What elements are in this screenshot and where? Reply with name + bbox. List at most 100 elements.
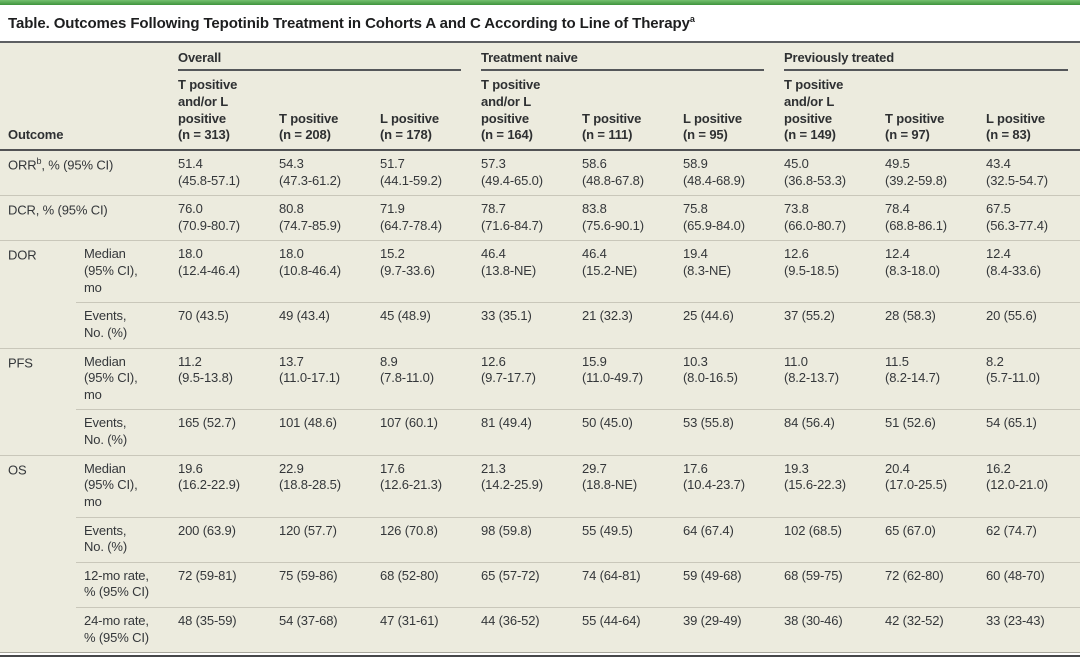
data-cell: 80.8 (74.7-85.9) xyxy=(271,195,372,241)
data-cell: 59 (49-68) xyxy=(675,561,777,608)
data-cell: 57.3 (49.4-65.0) xyxy=(481,155,543,188)
data-cell: 70 (43.5) xyxy=(170,302,271,348)
outcome-column-header: Outcome xyxy=(0,71,170,151)
data-cell: 55 (49.5) xyxy=(574,516,675,563)
data-cell: 165 (52.7) xyxy=(170,409,271,456)
green-accent-bar xyxy=(0,0,1080,5)
data-cell: 51.7 (44.1-59.2) xyxy=(380,155,442,188)
data-cell: 107 (60.1) xyxy=(372,409,473,456)
data-cell: 12.4 (8.4-33.6) xyxy=(978,240,1080,303)
data-cell: 39 (29-49) xyxy=(675,606,777,653)
outcome-label-text: PFS xyxy=(8,354,33,370)
outcome-label-dcr: DCR, % (95% CI) xyxy=(0,195,170,241)
data-cell: 54 (65.1) xyxy=(978,409,1080,456)
outcome-label-os: OS xyxy=(0,454,76,653)
group-header-row: Overall Treatment naive Previously treated xyxy=(0,43,1080,72)
group-label: Previously treated xyxy=(784,49,1069,72)
data-cell: 49.5 (39.2-59.8) xyxy=(885,155,947,188)
table-row-pfs-events: Events, No. (%) 165 (52.7) 101 (48.6) 107 (… xyxy=(0,409,1080,456)
outcome-label-orr: ORRb, % (95% CI) xyxy=(0,150,170,196)
sub-measure-label: 24-mo rate, % (95% CI) xyxy=(76,606,170,653)
data-cell: 46.4 (13.8-NE) xyxy=(473,240,574,303)
column-header: L positive (n = 178) xyxy=(372,71,473,151)
data-cell: 101 (48.6) xyxy=(271,409,372,456)
data-cell: 102 (68.5) xyxy=(776,516,878,563)
data-cell: 75 (59-86) xyxy=(271,561,372,608)
column-header: T positive (n = 97) xyxy=(877,71,979,151)
outcome-footnote-superscript: b xyxy=(36,155,42,166)
data-cell: 75.8 (65.9-84.0) xyxy=(675,195,777,241)
group-header-overall: Overall xyxy=(170,43,473,72)
table-row-os-12-mo-rate: 12-mo rate, % (95% CI) 72 (59-81) 75 (59-8… xyxy=(0,561,1080,608)
column-header: L positive (n = 95) xyxy=(675,71,777,151)
data-cell: 84 (56.4) xyxy=(776,409,878,456)
data-cell: 62 (74.7) xyxy=(978,516,1080,563)
data-cell: 45.0 (36.8-53.3) xyxy=(784,155,846,188)
data-cell: 11.2 (9.5-13.8) xyxy=(170,347,271,410)
data-cell: 55 (44-64) xyxy=(574,606,675,653)
table-title-block: Table. Outcomes Following Tepotinib Trea… xyxy=(0,5,1080,43)
data-cell: 126 (70.8) xyxy=(372,516,473,563)
table-body: ORRb, % (95% CI) 51.4 (45.8-57.1) 54.3 (47… xyxy=(0,150,1080,653)
data-cell: 8.9 (7.8-11.0) xyxy=(372,347,473,410)
data-cell: 11.5 (8.2-14.7) xyxy=(877,347,979,410)
data-cell: 67.5 (56.3-77.4) xyxy=(978,195,1080,241)
data-cell: 71.9 (64.7-78.4) xyxy=(372,195,473,241)
data-cell: 42 (32-52) xyxy=(877,606,979,653)
sub-measure-label: Median (95% CI), mo xyxy=(76,240,170,303)
data-cell: 120 (57.7) xyxy=(271,516,372,563)
data-cell: 11.0 (8.2-13.7) xyxy=(776,347,878,410)
data-cell: 15.9 (11.0-49.7) xyxy=(574,347,675,410)
data-cell: 48 (35-59) xyxy=(170,606,271,653)
data-cell: 8.2 (5.7-11.0) xyxy=(978,347,1080,410)
data-cell: 72 (59-81) xyxy=(170,561,271,608)
data-cell: 19.4 (8.3-NE) xyxy=(675,240,777,303)
table-header: Overall Treatment naive Previously treated… xyxy=(0,43,1080,151)
data-cell: 73.8 (66.0-80.7) xyxy=(776,195,878,241)
data-cell: 200 (63.9) xyxy=(170,516,271,563)
data-cell: 51.4 (45.8-57.1) xyxy=(178,155,240,188)
column-header: T positive and/or L positive (n = 164) xyxy=(473,71,574,151)
group-label: Treatment naive xyxy=(481,49,765,72)
data-cell: 12.6 (9.5-18.5) xyxy=(776,240,878,303)
data-cell: 33 (23-43) xyxy=(978,606,1080,653)
data-cell: 22.9 (18.8-28.5) xyxy=(271,454,372,517)
table-row-dcr: DCR, % (95% CI) 76.0 (70.9-80.7) 80.8 (74.… xyxy=(0,195,1080,241)
outcome-label-text: DOR xyxy=(8,247,37,263)
data-cell: 78.7 (71.6-84.7) xyxy=(473,195,574,241)
data-cell: 54 (37-68) xyxy=(271,606,372,653)
sub-measure-label: Median (95% CI), mo xyxy=(76,347,170,410)
data-cell: 12.4 (8.3-18.0) xyxy=(877,240,979,303)
outcome-label-pfs: PFS xyxy=(0,347,76,456)
data-cell: 45 (48.9) xyxy=(372,302,473,348)
data-cell: 78.4 (68.8-86.1) xyxy=(877,195,979,241)
corner-spacer xyxy=(0,43,170,72)
table-row-pfs-median: PFS Median (95% CI), mo 11.2 (9.5-13.8) 13.… xyxy=(0,347,1080,456)
data-cell: 16.2 (12.0-21.0) xyxy=(978,454,1080,517)
data-cell: 81 (49.4) xyxy=(473,409,574,456)
data-cell: 68 (59-75) xyxy=(776,561,878,608)
data-cell: 13.7 (11.0-17.1) xyxy=(271,347,372,410)
data-cell: 72 (62-80) xyxy=(877,561,979,608)
table-row-dor-events: Events, No. (%) 70 (43.5) 49 (43.4) 45 (48.… xyxy=(0,302,1080,348)
data-cell: 47 (31-61) xyxy=(372,606,473,653)
title-footnote-superscript: a xyxy=(689,14,695,24)
table-row-orr: ORRb, % (95% CI) 51.4 (45.8-57.1) 54.3 (47… xyxy=(0,150,1080,196)
data-cell: 18.0 (12.4-46.4) xyxy=(170,240,271,303)
table-row-dor-median: DOR Median (95% CI), mo 18.0 (12.4-46.4) 18… xyxy=(0,240,1080,348)
column-header: T positive (n = 111) xyxy=(574,71,675,151)
data-cell: 76.0 (70.9-80.7) xyxy=(170,195,271,241)
group-header-previously-treated: Previously treated xyxy=(776,43,1080,72)
table-title: Table. Outcomes Following Tepotinib Trea… xyxy=(8,14,1072,34)
data-cell: 98 (59.8) xyxy=(473,516,574,563)
data-cell: 65 (57-72) xyxy=(473,561,574,608)
data-cell: 17.6 (12.6-21.3) xyxy=(372,454,473,517)
data-cell: 83.8 (75.6-90.1) xyxy=(574,195,675,241)
outcomes-table: Overall Treatment naive Previously treated… xyxy=(0,42,1080,654)
data-cell: 50 (45.0) xyxy=(574,409,675,456)
data-cell: 33 (35.1) xyxy=(473,302,574,348)
outcome-label-dor: DOR xyxy=(0,240,76,348)
data-cell: 64 (67.4) xyxy=(675,516,777,563)
data-cell: 68 (52-80) xyxy=(372,561,473,608)
data-cell: 19.3 (15.6-22.3) xyxy=(776,454,878,517)
